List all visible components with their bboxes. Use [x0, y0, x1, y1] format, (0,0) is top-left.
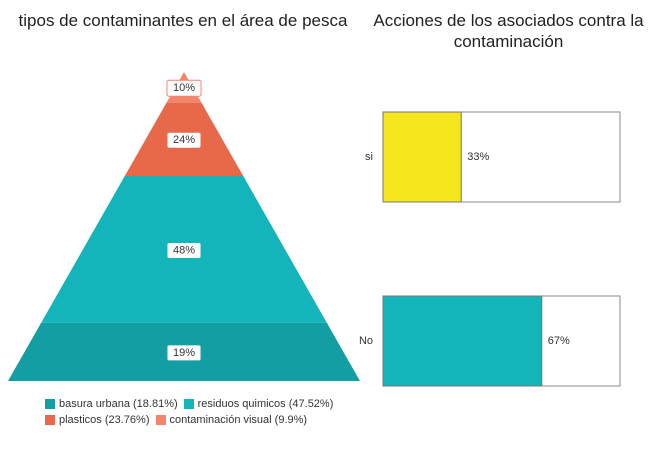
chart-title: Acciones de los asociados contra la cont… — [373, 11, 644, 51]
legend-item: contaminación visual (9.9%) — [155, 414, 308, 426]
y-tick-label: si — [365, 151, 373, 163]
legend-label: contaminación visual (9.9%) — [169, 414, 308, 426]
legend-item: residuos quimicos (47.52%) — [183, 398, 334, 410]
legend-label: residuos quimicos (47.52%) — [197, 398, 334, 410]
legend-swatch — [45, 415, 55, 425]
chart-title: tipos de contaminantes en el área de pes… — [18, 11, 348, 30]
value-label: 19% — [173, 347, 195, 359]
legend-label: plasticos (23.76%) — [59, 414, 150, 426]
value-label: 10% — [173, 82, 195, 94]
bar — [382, 295, 543, 387]
y-tick-label: No — [359, 335, 373, 347]
value-label-box — [166, 241, 202, 259]
value-label: 48% — [173, 244, 195, 256]
legend-swatch — [45, 399, 55, 409]
legend-swatch — [183, 399, 194, 409]
legend-label: basura urbana (18.81%) — [59, 398, 178, 410]
legend-item: basura urbana (18.81%) — [45, 398, 178, 410]
legend-swatch — [155, 415, 166, 425]
legend-item: plasticos (23.76%) — [45, 414, 150, 426]
value-label: 67% — [548, 335, 570, 347]
value-label-box — [166, 79, 202, 97]
value-label-box — [166, 131, 202, 149]
bar — [382, 111, 462, 203]
value-label: 33% — [467, 151, 489, 163]
value-label: 24% — [173, 134, 195, 146]
value-label-box — [166, 344, 202, 362]
legend: basura urbana (18.81%) residuos quimicos … — [45, 396, 345, 428]
